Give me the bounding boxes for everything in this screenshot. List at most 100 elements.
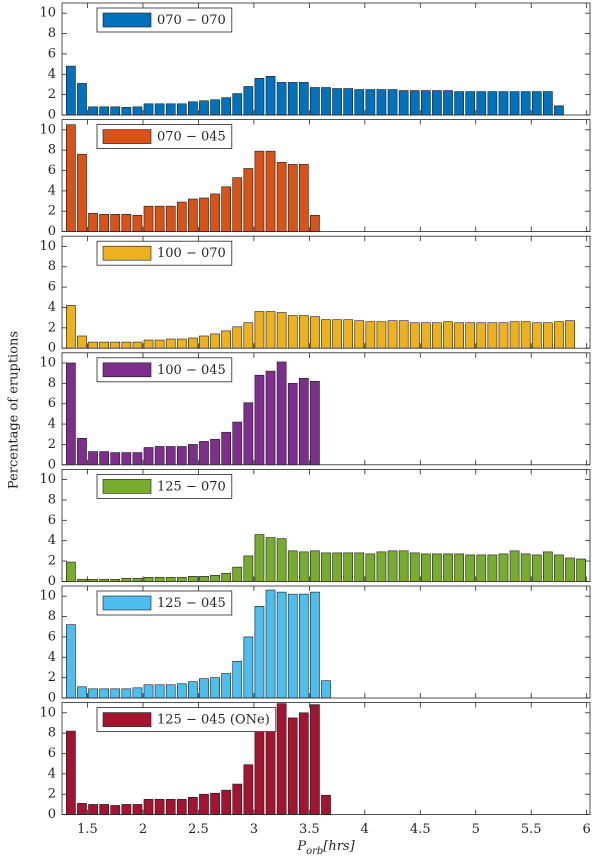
bar [287,383,298,466]
bar [110,805,121,815]
bar [465,91,476,116]
bar [432,322,442,349]
bar [132,106,143,116]
y-tick-label: 8 [48,492,56,507]
bar [210,193,220,232]
bar [332,88,342,116]
legend-label: 125 − 070 [157,479,226,494]
bar [554,321,564,349]
bar [409,552,420,582]
bar [398,550,409,582]
y-tick-label: 8 [48,376,56,391]
bar [254,534,265,582]
bar [232,661,243,699]
legend: 125 − 045 [96,590,233,616]
bar [154,799,165,815]
y-tick-label: 0 [48,574,56,589]
axes-box [61,702,591,815]
bar [376,89,387,116]
bar [66,305,76,349]
bar [188,337,198,349]
legend-label: 100 − 045 [157,363,226,378]
x-tick-label: 1.5 [77,822,98,837]
bar [143,103,154,116]
bar [99,804,109,815]
bar [354,89,365,116]
bar [398,320,409,349]
bar [154,446,165,466]
bar [199,441,209,466]
bar [531,91,542,116]
bar [265,311,276,349]
bar [321,552,331,582]
bar [265,76,276,116]
bar [365,89,376,116]
bar [199,197,209,232]
bar [298,712,309,815]
bar [210,792,220,815]
bar [554,105,564,116]
bar [254,150,265,232]
bar [66,561,76,582]
bar [232,326,243,349]
y-axis-label: Percentage of eruptions [7,331,22,489]
bar [243,555,254,582]
bar [143,339,154,349]
legend-label: 070 − 070 [157,13,226,28]
legend-swatch [102,712,152,727]
y-tick-label: 4 [48,650,56,665]
legend-swatch [102,12,152,28]
x-axis-label-part: [hrs] [323,839,355,854]
bar [254,374,265,466]
y-tick-label: 10 [39,122,56,137]
legend-swatch [102,129,152,144]
y-tick-label: 10 [39,6,56,21]
bar [287,82,298,116]
bar [298,377,309,466]
bar [199,793,209,815]
y-tick-label: 0 [48,341,56,356]
bar [232,421,243,466]
bar [276,538,287,582]
bar [310,550,320,582]
bar [321,680,331,699]
bar [509,550,520,582]
bar [88,804,98,815]
y-tick-label: 2 [48,670,56,685]
bar [188,101,198,116]
bar [343,552,354,582]
bar [310,381,320,466]
y-tick-label: 2 [48,554,56,569]
y-tick-label: 4 [48,183,56,198]
bar [66,730,76,815]
bar [77,335,87,349]
bar [121,213,132,232]
bar [443,321,453,349]
bar [276,162,287,232]
bar [88,341,98,349]
bar [476,322,487,349]
y-tick-label: 2 [48,787,56,802]
bar [420,322,431,349]
legend: 125 − 070 [96,473,233,499]
bar [176,683,187,699]
bar [121,341,132,349]
y-tick-label: 0 [48,108,56,123]
bar [365,321,376,349]
legend: 125 − 045 (ONe) [96,707,277,732]
y-tick-label: 6 [48,629,56,644]
bar [232,566,243,582]
bar [498,91,509,116]
bar [554,554,564,582]
y-tick-label: 10 [39,472,56,487]
bar [287,593,298,699]
bar [254,78,265,116]
bar [77,153,87,232]
bar [232,783,243,815]
y-tick-label: 6 [48,746,56,761]
legend: 100 − 070 [96,240,233,266]
bar [110,341,121,349]
bar [121,107,132,116]
bar [465,554,476,582]
y-tick-label: 10 [39,589,56,604]
